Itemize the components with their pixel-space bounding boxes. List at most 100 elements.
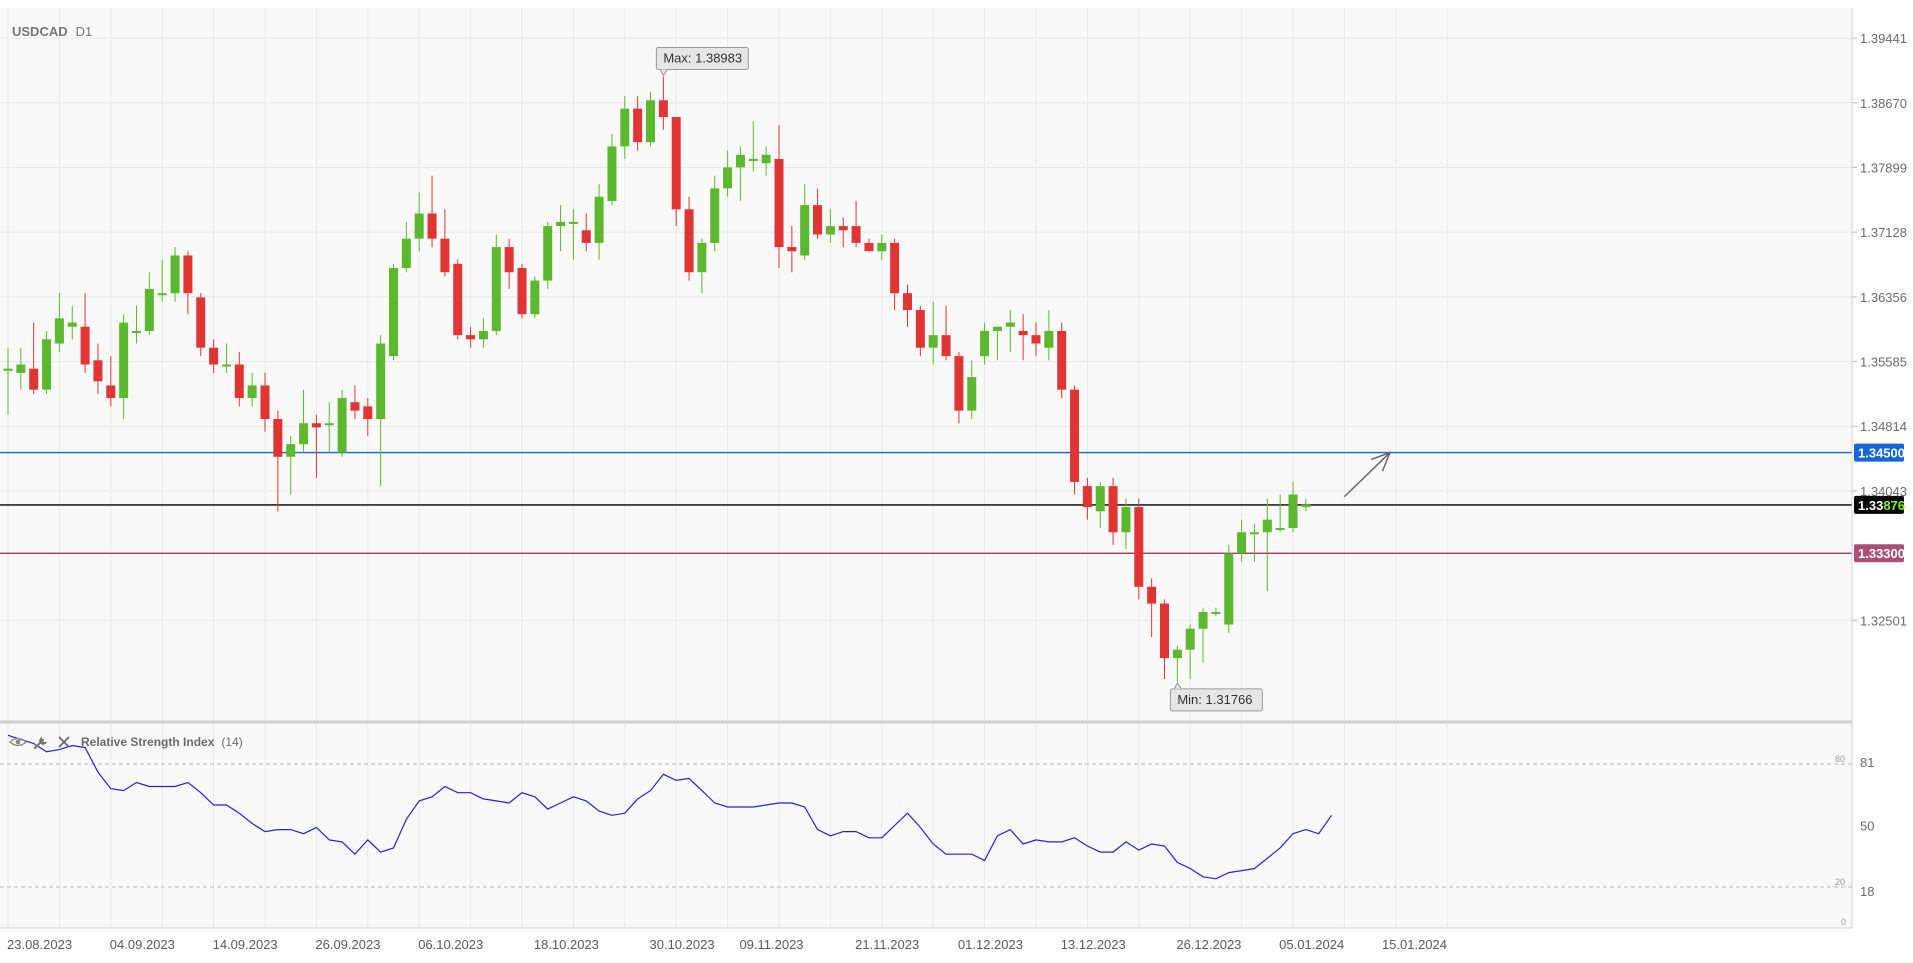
close-icon[interactable]	[58, 736, 70, 748]
candle-bullish[interactable]	[247, 372, 257, 407]
candle-bullish[interactable]	[54, 293, 64, 352]
candle-bullish[interactable]	[928, 301, 938, 365]
candle-bullish[interactable]	[543, 221, 553, 290]
candle-bullish[interactable]	[761, 146, 771, 176]
candle-bullish[interactable]	[1185, 624, 1195, 680]
candle-bearish[interactable]	[196, 293, 206, 357]
candle-bullish[interactable]	[1262, 498, 1272, 591]
candle-bearish[interactable]	[1018, 314, 1028, 361]
candle-bullish[interactable]	[1044, 309, 1054, 361]
candle-bearish[interactable]	[29, 322, 39, 394]
candle-bullish[interactable]	[646, 91, 655, 147]
candle-bearish[interactable]	[80, 293, 90, 373]
candle-bearish[interactable]	[633, 96, 643, 151]
candle-bullish[interactable]	[800, 184, 810, 260]
candle-bullish[interactable]	[221, 343, 231, 373]
candle-bearish[interactable]	[941, 305, 951, 361]
candle-bullish[interactable]	[967, 360, 977, 420]
candle-bearish[interactable]	[864, 238, 874, 252]
candle-bullish[interactable]	[1095, 481, 1105, 529]
candle-bullish[interactable]	[735, 146, 745, 201]
candle-bearish[interactable]	[1070, 385, 1080, 495]
candle-bearish[interactable]	[1134, 498, 1144, 600]
candle-bearish[interactable]	[1160, 599, 1169, 680]
candle-bearish[interactable]	[890, 238, 900, 310]
candle-bullish[interactable]	[67, 305, 77, 340]
candle-bearish[interactable]	[106, 356, 116, 407]
candle-bearish[interactable]	[851, 200, 861, 248]
candle-bullish[interactable]	[556, 205, 566, 252]
candle-bearish[interactable]	[1082, 477, 1092, 520]
candle-bullish[interactable]	[119, 314, 129, 420]
candle-bullish[interactable]	[3, 347, 13, 415]
candle-bearish[interactable]	[517, 263, 527, 319]
candle-bullish[interactable]	[530, 276, 540, 319]
candle-bullish[interactable]	[478, 318, 488, 348]
candle-bullish[interactable]	[1172, 645, 1182, 682]
candle-bullish[interactable]	[414, 192, 424, 252]
candle-bearish[interactable]	[209, 339, 219, 373]
candle-bearish[interactable]	[1108, 477, 1118, 545]
candle-bullish[interactable]	[607, 133, 617, 206]
candle-bearish[interactable]	[234, 351, 244, 407]
candle-bearish[interactable]	[93, 343, 103, 394]
candle-bearish[interactable]	[311, 414, 321, 478]
candle-bearish[interactable]	[440, 209, 450, 277]
candle-bearish[interactable]	[813, 188, 823, 239]
candle-bullish[interactable]	[620, 96, 630, 159]
candle-bearish[interactable]	[903, 284, 912, 327]
candle-bullish[interactable]	[594, 184, 604, 260]
candle-bullish[interactable]	[16, 347, 26, 390]
candle-bearish[interactable]	[1031, 322, 1041, 357]
candle-bearish[interactable]	[671, 117, 681, 227]
candle-bearish[interactable]	[838, 217, 848, 248]
eye-icon[interactable]	[9, 737, 27, 747]
wrench-icon[interactable]	[33, 737, 47, 750]
candle-bearish[interactable]	[1147, 578, 1157, 638]
candle-bullish[interactable]	[1237, 519, 1247, 562]
candle-bullish[interactable]	[401, 221, 411, 273]
candle-bearish[interactable]	[684, 196, 694, 281]
candle-bearish[interactable]	[787, 226, 797, 273]
candle-bullish[interactable]	[980, 322, 990, 365]
candle-bearish[interactable]	[350, 385, 360, 420]
candle-bullish[interactable]	[1224, 544, 1234, 633]
candle-bearish[interactable]	[581, 213, 591, 252]
candle-bullish[interactable]	[286, 435, 296, 495]
candle-bearish[interactable]	[658, 76, 668, 130]
candle-bullish[interactable]	[1121, 498, 1131, 550]
candle-bullish[interactable]	[1275, 494, 1285, 533]
candle-bullish[interactable]	[1288, 481, 1298, 533]
candle-bearish[interactable]	[363, 398, 373, 436]
candle-bearish[interactable]	[915, 305, 925, 357]
candle-bullish[interactable]	[710, 175, 720, 252]
candle-bearish[interactable]	[504, 238, 514, 290]
candle-bearish[interactable]	[954, 351, 964, 424]
candle-bullish[interactable]	[491, 234, 501, 336]
candle-bullish[interactable]	[299, 389, 309, 453]
candle-bearish[interactable]	[774, 125, 784, 269]
candle-bearish[interactable]	[427, 175, 437, 248]
candle-bullish[interactable]	[992, 326, 1002, 361]
trend-arrow[interactable]	[1343, 451, 1392, 498]
candle-bullish[interactable]	[157, 259, 167, 302]
candle-bullish[interactable]	[697, 238, 707, 294]
candle-bullish[interactable]	[376, 335, 386, 487]
candle-bearish[interactable]	[1057, 322, 1067, 399]
candle-bullish[interactable]	[337, 389, 347, 457]
candle-bearish[interactable]	[260, 372, 270, 432]
candle-bullish[interactable]	[723, 150, 733, 197]
candle-bullish[interactable]	[748, 121, 758, 172]
candle-bullish[interactable]	[1005, 309, 1015, 352]
candle-bearish[interactable]	[453, 259, 463, 340]
candle-bullish[interactable]	[568, 209, 578, 260]
candle-bullish[interactable]	[1249, 523, 1259, 562]
candle-bullish[interactable]	[1198, 607, 1208, 663]
candle-bullish[interactable]	[42, 330, 52, 394]
candle-bullish[interactable]	[1211, 607, 1221, 617]
candle-bullish[interactable]	[389, 263, 398, 361]
candle-bullish[interactable]	[324, 402, 334, 453]
candle-bullish[interactable]	[1301, 498, 1311, 512]
candle-bullish[interactable]	[825, 209, 835, 243]
candle-bullish[interactable]	[144, 272, 154, 336]
